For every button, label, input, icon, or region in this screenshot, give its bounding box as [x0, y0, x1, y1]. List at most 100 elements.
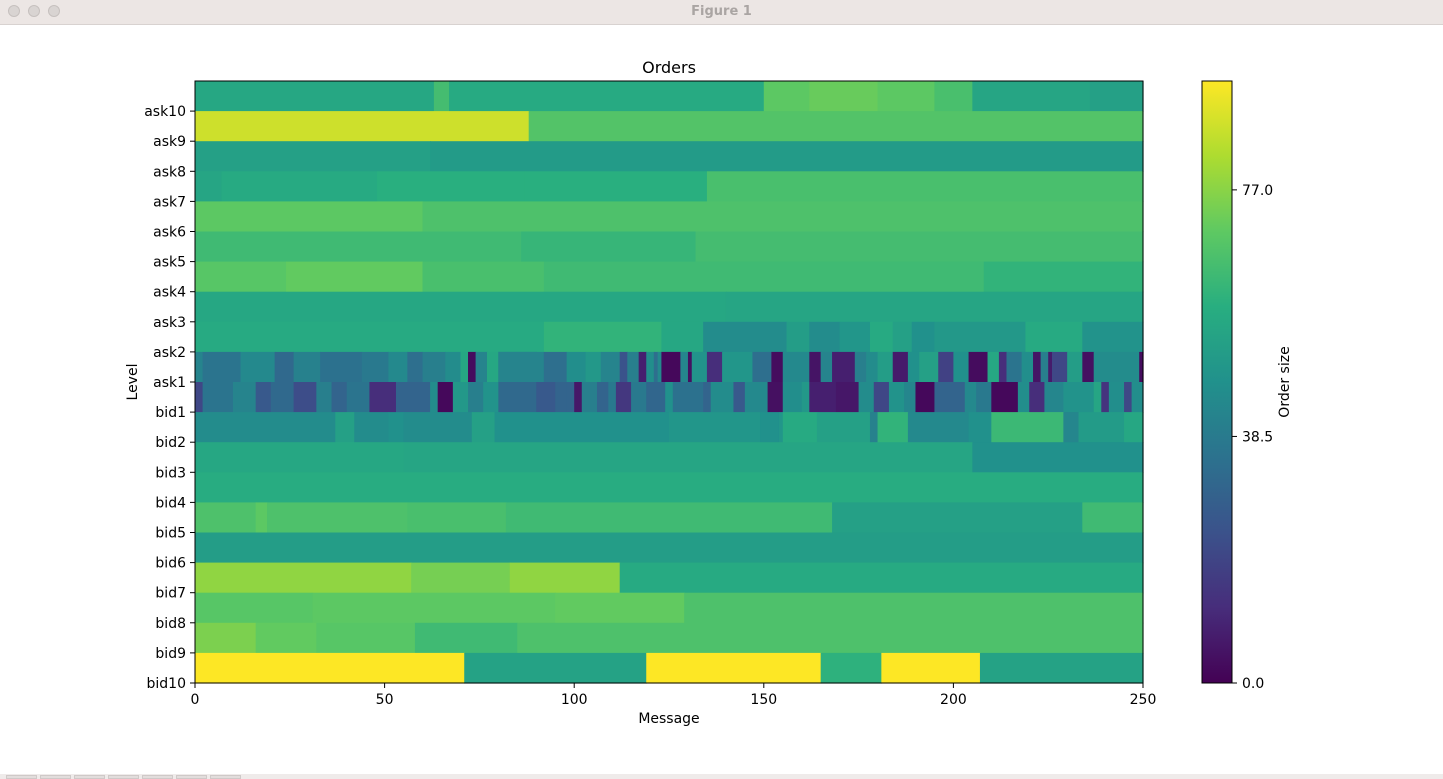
heatmap-cell [835, 382, 860, 413]
heatmap-cell [195, 261, 287, 293]
heatmap-cell [433, 81, 450, 112]
y-tick-label: ask8 [153, 164, 186, 180]
heatmap-cell [1082, 351, 1095, 383]
heatmap-cell [1029, 382, 1046, 413]
heatmap-cell [665, 382, 674, 413]
heatmap-cell [195, 171, 223, 202]
heatmap-cell [202, 351, 242, 383]
heatmap-cell [475, 351, 488, 383]
heatmap-cell [1089, 81, 1144, 112]
heatmap-cell [464, 652, 647, 684]
colorbar-tick-label: 77.0 [1242, 183, 1273, 199]
heatmap-cell [976, 382, 992, 413]
heatmap-cell [809, 351, 822, 383]
heatmap-cell [377, 171, 526, 202]
y-tick-label: ask9 [153, 134, 186, 150]
heatmap-cell [320, 351, 363, 383]
colorbar-label: Order size [1277, 346, 1293, 417]
heatmap-cell [646, 652, 822, 684]
forward-button[interactable] [74, 775, 105, 779]
heatmap-cell [1082, 321, 1144, 353]
heatmap-cell [892, 321, 913, 353]
heatmap-cell [1040, 351, 1049, 383]
heatmap-cell [646, 351, 655, 383]
heatmap-cell [388, 412, 405, 443]
heatmap-cell [801, 382, 810, 413]
heatmap-cell [498, 351, 545, 383]
heatmap-cell [1108, 382, 1125, 413]
heatmap-cell [786, 321, 810, 353]
heatmap-cell [706, 351, 723, 383]
heatmap-cell [452, 382, 469, 413]
heatmap-cell [752, 351, 772, 383]
heatmap-cell [494, 412, 670, 443]
heatmap-cell [1025, 321, 1083, 353]
y-tick-label: bid10 [147, 676, 186, 692]
y-tick-label: ask4 [153, 285, 186, 301]
heatmap-cell [1044, 382, 1064, 413]
colorbar-tick-label: 38.5 [1242, 429, 1273, 445]
colorbar-tick-label: 0.0 [1242, 676, 1264, 692]
heatmap-cell [195, 442, 405, 473]
zoom-button[interactable] [142, 775, 173, 779]
heatmap-cell [615, 382, 632, 413]
heatmap-cell [1082, 502, 1144, 534]
heatmap-cell [566, 351, 587, 383]
heatmap-cell [877, 412, 909, 443]
heatmap-cell [403, 442, 973, 473]
heatmap-cell [483, 382, 499, 413]
heatmap-cell [240, 351, 276, 383]
heatmap-cell [619, 562, 1144, 594]
y-axis-label: Level [125, 364, 141, 401]
y-tick-label: bid2 [155, 435, 186, 451]
pan-button[interactable] [108, 775, 139, 779]
heatmap-cell [646, 382, 666, 413]
heatmap-cell [687, 351, 693, 383]
heatmap-cell [1101, 382, 1110, 413]
zoom-window-button[interactable] [48, 5, 60, 17]
heatmap-cell [195, 351, 204, 383]
y-tick-label: ask6 [153, 225, 186, 241]
y-tick-label: ask5 [153, 255, 186, 271]
x-tick-label: 150 [750, 692, 777, 708]
heatmap-cell [430, 382, 439, 413]
heatmap-cell [832, 351, 856, 383]
heatmap-cell [369, 382, 397, 413]
heatmap-cell [566, 382, 575, 413]
close-window-button[interactable] [8, 5, 20, 17]
heatmap-cell [195, 141, 431, 172]
heatmap-cell [471, 412, 496, 443]
x-axis: 0 50 100 150 200 250 [191, 683, 1156, 708]
minimize-window-button[interactable] [28, 5, 40, 17]
heatmap-cell [627, 351, 640, 383]
heatmap-cell [619, 351, 628, 383]
heatmap-cell [877, 351, 894, 383]
heatmap-cell [316, 622, 416, 654]
home-button[interactable] [6, 775, 37, 779]
x-tick-label: 200 [940, 692, 967, 708]
heatmap-cell [202, 382, 234, 413]
heatmap-cell [1017, 382, 1030, 413]
configure-button[interactable] [176, 775, 207, 779]
heatmap-cell [964, 382, 977, 413]
back-button[interactable] [40, 775, 71, 779]
heatmap-cell [195, 111, 530, 142]
heatmap-cell [695, 231, 1144, 263]
heatmap-cell [430, 141, 1144, 172]
heatmap-chart: Orders ask10ask9ask8ask7ask6ask5ask4ask3… [125, 58, 1293, 727]
heatmap-cell [680, 351, 689, 383]
heatmap-cell [832, 502, 1083, 534]
heatmap-cell [760, 412, 780, 443]
y-tick-label: ask2 [153, 345, 186, 361]
heatmap-cell [631, 382, 647, 413]
heatmap-cell [869, 412, 879, 443]
heatmap-cell [1048, 351, 1053, 383]
heatmap-cell [684, 592, 1144, 624]
heatmap-cell [877, 81, 936, 112]
y-tick-label: bid8 [155, 616, 186, 632]
y-tick-label: bid5 [155, 526, 186, 542]
save-button[interactable] [210, 775, 241, 779]
heatmap-cell [195, 231, 522, 263]
heatmap-cell [395, 382, 431, 413]
heatmap-cell [1033, 351, 1042, 383]
